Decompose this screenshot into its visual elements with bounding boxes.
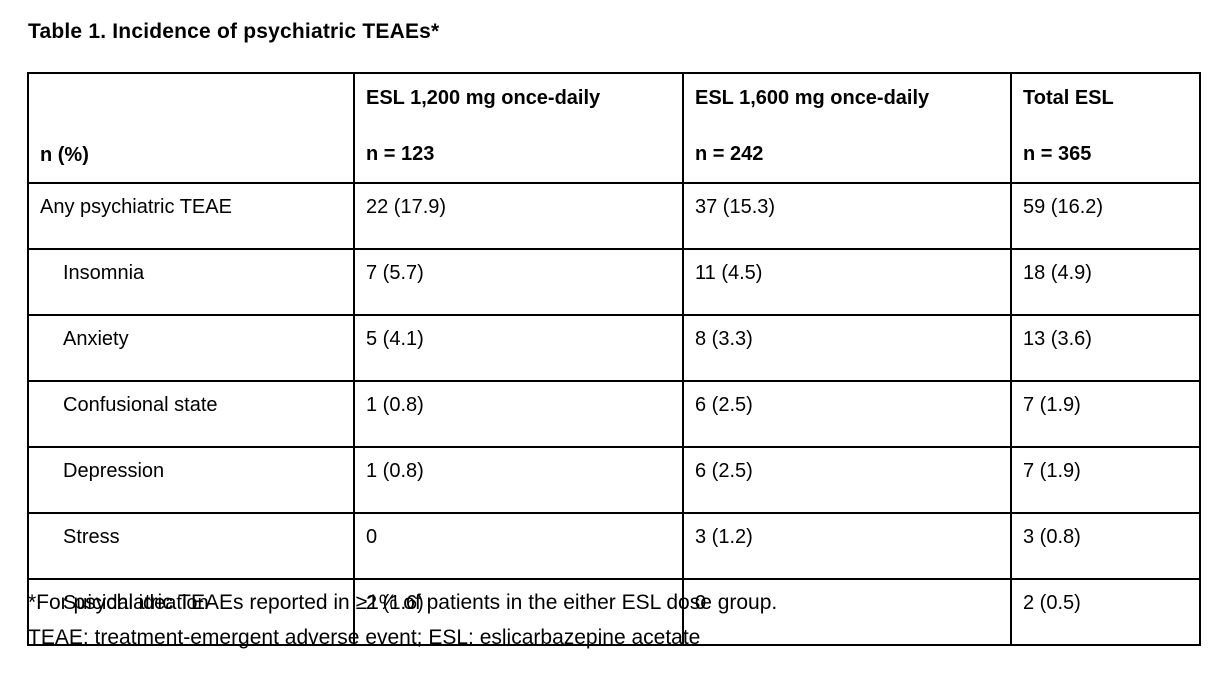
cell-value: 18 (4.9) [1010,248,1201,316]
row-label: Confusional state [27,380,355,448]
cell-value: 59 (16.2) [1010,182,1201,250]
table-row: Stress 0 3 (1.2) 3 (0.8) [27,512,1201,580]
cell-value: 5 (4.1) [353,314,684,382]
cell-value: 7 (1.9) [1010,446,1201,514]
cell-value: 37 (15.3) [682,182,1012,250]
table-row: Anxiety 5 (4.1) 8 (3.3) 13 (3.6) [27,314,1201,382]
table-row: Suicidal ideation 2 (1.6) 0 2 (0.5) [27,578,1201,646]
cell-value: 8 (3.3) [682,314,1012,382]
incidence-table: n (%) ESL 1,200 mg once-daily n = 123 ES… [27,72,1201,646]
cell-value: 0 [353,512,684,580]
cell-value: 7 (5.7) [353,248,684,316]
cell-value: 22 (17.9) [353,182,684,250]
cell-value: 3 (1.2) [682,512,1012,580]
row-label: Any psychiatric TEAE [27,182,355,250]
header-group-label: ESL 1,600 mg once-daily [695,87,930,109]
table-row: Depression 1 (0.8) 6 (2.5) 7 (1.9) [27,446,1201,514]
cell-value: 2 (1.6) [353,578,684,646]
row-label: Anxiety [27,314,355,382]
footnote-line-2: TEAE: treatment-emergent adverse event; … [28,626,701,649]
table-row: Confusional state 1 (0.8) 6 (2.5) 7 (1.9… [27,380,1201,448]
cell-value: 6 (2.5) [682,446,1012,514]
row-label: Depression [27,446,355,514]
row-label: Insomnia [27,248,355,316]
header-row: n (%) ESL 1,200 mg once-daily n = 123 ES… [27,72,1201,184]
row-label: Suicidal ideation [27,578,355,646]
footnotes: *For psychiatric TEAEs reported in ≥1% o… [28,585,777,655]
header-group-n: n = 365 [1023,143,1092,165]
header-cell-esl1600: ESL 1,600 mg once-daily n = 242 [682,72,1012,184]
header-group-label: ESL 1,200 mg once-daily [366,87,601,109]
cell-value: 0 [682,578,1012,646]
table-row: Any psychiatric TEAE 22 (17.9) 37 (15.3)… [27,182,1201,250]
table-row: Insomnia 7 (5.7) 11 (4.5) 18 (4.9) [27,248,1201,316]
cell-value: 1 (0.8) [353,380,684,448]
header-group-n: n = 242 [695,143,764,165]
cell-value: 13 (3.6) [1010,314,1201,382]
row-label: Stress [27,512,355,580]
cell-value: 2 (0.5) [1010,578,1201,646]
header-row-label: n (%) [40,144,89,166]
cell-value: 1 (0.8) [353,446,684,514]
table-body: Any psychiatric TEAE 22 (17.9) 37 (15.3)… [27,182,1201,646]
cell-value: 11 (4.5) [682,248,1012,316]
cell-value: 7 (1.9) [1010,380,1201,448]
header-group-label: Total ESL [1023,87,1114,109]
header-cell-total-esl: Total ESL n = 365 [1010,72,1201,184]
header-cell-n-pct: n (%) [27,72,355,184]
header-group-n: n = 123 [366,143,435,165]
cell-value: 3 (0.8) [1010,512,1201,580]
table-header: n (%) ESL 1,200 mg once-daily n = 123 ES… [27,72,1201,184]
header-cell-esl1200: ESL 1,200 mg once-daily n = 123 [353,72,684,184]
footnote-line-1: *For psychiatric TEAEs reported in ≥1% o… [28,591,778,614]
page-title: Table 1. Incidence of psychiatric TEAEs* [28,20,440,43]
cell-value: 6 (2.5) [682,380,1012,448]
